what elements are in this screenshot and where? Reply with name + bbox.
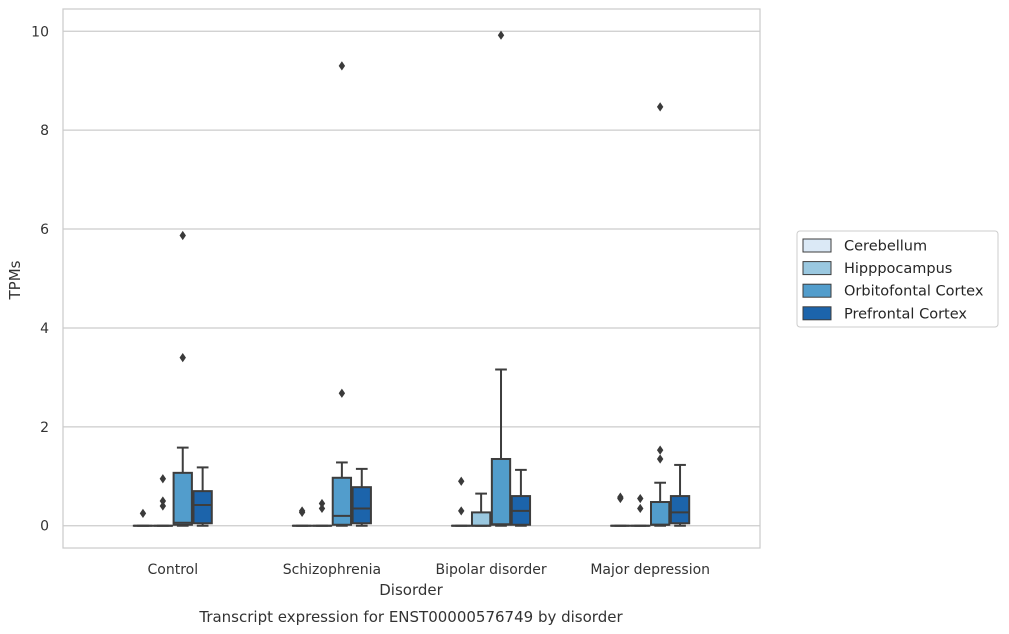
box-control-hipppocampus-outlier-1	[159, 496, 167, 506]
y-tick-label-2: 2	[40, 420, 49, 436]
box-major-depression-hipppocampus-outlier-1	[637, 493, 644, 504]
box-schizophrenia-orbitofontal-cortex-outlier-1	[338, 61, 346, 71]
legend-swatch-hipppocampus	[802, 261, 832, 276]
box-schizophrenia-orbitofontal-cortex-outlier-0	[338, 388, 346, 398]
plot-frame	[62, 8, 761, 549]
y-tick-label-10: 10	[31, 24, 49, 40]
box-major-depression-orbitofontal-cortex-iqr	[649, 501, 671, 526]
box-bipolar-disorder-cerebellum-outlier-1	[458, 476, 465, 486]
y-tick-label-8: 8	[40, 123, 49, 139]
legend-label-cerebellum: Cerebellum	[844, 239, 927, 255]
y-tick-label-4: 4	[40, 321, 49, 337]
box-major-depression-orbitofontal-cortex-outlier-2	[656, 102, 664, 112]
legend-swatch-cerebellum	[802, 238, 832, 253]
plot-background	[63, 9, 760, 548]
box-major-depression-prefrontal-cortex-iqr	[669, 495, 691, 525]
box-control-orbitofontal-cortex-iqr	[172, 471, 193, 526]
box-major-depression-cerebellum-outlier-1	[617, 492, 624, 502]
y-tick-label-6: 6	[40, 222, 49, 238]
legend-label-orbitofontal-cortex: Orbitofontal Cortex	[844, 284, 984, 300]
y-axis-ticks: 0 2 4 6 8 10	[31, 24, 49, 534]
legend-label-prefrontal-cortex: Prefrontal Cortex	[844, 306, 967, 322]
box-control-orbitofontal-cortex-outlier-0	[179, 353, 186, 363]
box-control-hipppocampus-outlier-2	[159, 474, 167, 484]
box-bipolar-disorder-hipppocampus-iqr	[470, 511, 492, 527]
box-schizophrenia-cerebellum-outlier-1	[298, 506, 306, 516]
legend-label-hipppocampus: Hipppocampus	[844, 261, 952, 277]
legend-swatch-prefrontal-cortex	[802, 306, 832, 321]
box-control-hipppocampus-outlier-0	[159, 501, 167, 511]
x-tick-label-major-depression: Major depression	[590, 562, 710, 578]
legend: Cerebellum Hipppocampus Orbitofontal Corte…	[796, 230, 999, 328]
box-control-orbitofontal-cortex-outlier-1	[179, 230, 186, 241]
box-bipolar-disorder-orbitofontal-cortex-outlier-0	[497, 30, 505, 40]
box-schizophrenia-prefrontal-cortex-iqr	[351, 486, 372, 525]
box-major-depression-hipppocampus-outlier-0	[637, 503, 644, 514]
legend-frame	[796, 230, 999, 328]
box-control-prefrontal-cortex-iqr	[192, 490, 213, 525]
box-major-depression-orbitofontal-cortex-outlier-0	[656, 454, 664, 464]
x-axis-ticks: Control Schizophrenia Bipolar disorder Majo…	[147, 562, 710, 578]
box-control-cerebellum-outlier-0	[139, 508, 147, 518]
box-schizophrenia-orbitofontal-cortex-iqr	[331, 476, 353, 526]
box-schizophrenia-hipppocampus-outlier-0	[318, 503, 326, 514]
boxes-layer	[132, 30, 691, 527]
box-schizophrenia-hipppocampus-outlier-1	[318, 498, 326, 509]
box-major-depression-orbitofontal-cortex-outlier-1	[656, 445, 664, 455]
x-tick-label-control: Control	[147, 562, 198, 578]
x-axis-label: Disorder	[379, 581, 443, 599]
legend-swatch-orbitofontal-cortex	[802, 283, 832, 298]
box-bipolar-disorder-cerebellum-outlier-0	[458, 506, 465, 516]
x-tick-label-bipolar-disorder: Bipolar disorder	[436, 562, 547, 578]
y-tick-label-0: 0	[40, 519, 49, 535]
figure-caption: Transcript expression for ENST0000057674…	[198, 608, 623, 626]
y-axis-label: TPMs	[6, 260, 24, 300]
x-tick-label-schizophrenia: Schizophrenia	[283, 562, 381, 578]
box-bipolar-disorder-orbitofontal-cortex-iqr	[490, 457, 512, 526]
